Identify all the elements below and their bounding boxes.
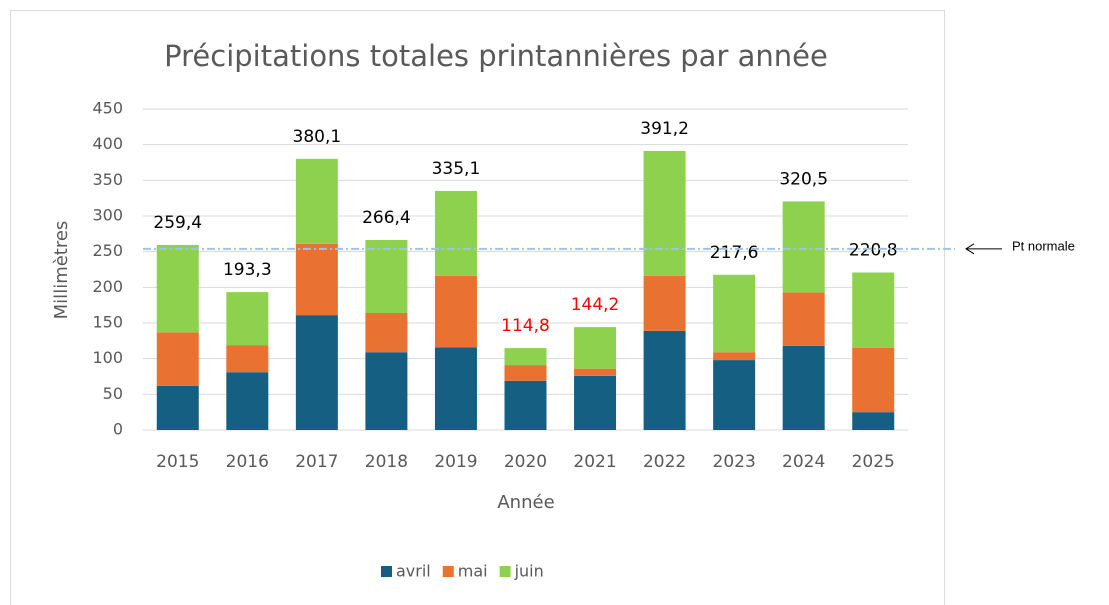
total-label: 391,2 bbox=[640, 119, 689, 139]
bar-segment bbox=[852, 347, 895, 413]
total-label: 380,1 bbox=[293, 127, 342, 147]
total-label: 217,6 bbox=[710, 243, 759, 263]
legend-label: avril bbox=[396, 562, 431, 581]
bar-segment bbox=[156, 332, 199, 386]
bar-segment bbox=[782, 292, 825, 346]
y-tick-label: 350 bbox=[92, 170, 123, 189]
bar-segment bbox=[156, 244, 199, 333]
bar-segment bbox=[713, 274, 756, 353]
y-tick-label: 300 bbox=[92, 206, 123, 225]
total-label: 320,5 bbox=[779, 169, 828, 189]
y-tick-label: 100 bbox=[92, 348, 123, 367]
y-tick-label: 400 bbox=[92, 134, 123, 153]
bar-segment bbox=[643, 275, 686, 331]
bar-segment bbox=[852, 272, 895, 348]
legend-swatch bbox=[442, 566, 454, 577]
x-tick-label: 2022 bbox=[643, 452, 686, 472]
bar-segment bbox=[643, 330, 686, 430]
x-tick-label: 2017 bbox=[295, 452, 338, 472]
legend-label: mai bbox=[458, 562, 488, 581]
y-tick-label: 150 bbox=[92, 313, 123, 332]
total-label: 114,8 bbox=[501, 316, 550, 336]
bar-segment bbox=[226, 292, 269, 346]
bar-segment bbox=[226, 372, 269, 430]
x-tick-label: 2020 bbox=[504, 452, 547, 472]
bar-segment bbox=[643, 150, 686, 276]
x-tick-label: 2021 bbox=[573, 452, 616, 472]
total-label: 266,4 bbox=[362, 208, 411, 228]
x-tick-label: 2024 bbox=[782, 452, 825, 472]
x-tick-label: 2019 bbox=[434, 452, 477, 472]
bar-segment bbox=[574, 368, 617, 376]
y-tick-label: 50 bbox=[103, 384, 123, 403]
bar-segment bbox=[434, 275, 477, 348]
y-tick-label: 200 bbox=[92, 277, 123, 296]
bar-segment bbox=[713, 352, 756, 361]
bar-segment bbox=[782, 345, 825, 430]
bar-segment bbox=[574, 327, 617, 369]
bar-segment bbox=[434, 190, 477, 276]
bar-segment bbox=[365, 313, 408, 353]
bar-segment bbox=[504, 348, 547, 366]
y-tick-label: 250 bbox=[92, 241, 123, 260]
x-tick-label: 2015 bbox=[156, 452, 199, 472]
total-label: 193,3 bbox=[223, 260, 272, 280]
total-label: 220,8 bbox=[849, 240, 898, 260]
y-tick-label: 0 bbox=[113, 420, 123, 439]
x-tick-label: 2025 bbox=[852, 452, 895, 472]
bar-segment bbox=[574, 375, 617, 430]
total-label: 259,4 bbox=[153, 213, 202, 233]
x-tick-label: 2016 bbox=[226, 452, 269, 472]
bar-segment bbox=[156, 385, 199, 430]
bar-segment bbox=[852, 412, 895, 430]
bar-segment bbox=[504, 380, 547, 430]
legend-label: juin bbox=[514, 562, 544, 581]
arrow bbox=[965, 243, 1002, 255]
bar-segment bbox=[782, 201, 825, 293]
reference-label: Pt normale bbox=[1012, 238, 1075, 253]
bar-segment bbox=[365, 352, 408, 430]
x-tick-label: 2018 bbox=[365, 452, 408, 472]
total-label: 144,2 bbox=[571, 295, 620, 315]
bar-segment bbox=[434, 347, 477, 430]
legend-swatch bbox=[499, 566, 511, 577]
bar-segment bbox=[226, 345, 269, 373]
total-label: 335,1 bbox=[432, 159, 481, 179]
bar-segment bbox=[504, 365, 547, 381]
bar-segment bbox=[295, 158, 338, 244]
chart-title: Précipitations totales printannières par… bbox=[164, 39, 828, 73]
x-axis-label: Année bbox=[497, 492, 554, 513]
bar-segment bbox=[295, 315, 338, 430]
x-tick-label: 2023 bbox=[713, 452, 756, 472]
legend-swatch bbox=[381, 566, 392, 577]
bar-segment bbox=[365, 239, 408, 314]
y-tick-label: 450 bbox=[92, 99, 123, 118]
bar-segment bbox=[295, 243, 338, 316]
y-axis-label: Millimètres bbox=[51, 221, 72, 320]
bar-segment bbox=[713, 360, 756, 430]
